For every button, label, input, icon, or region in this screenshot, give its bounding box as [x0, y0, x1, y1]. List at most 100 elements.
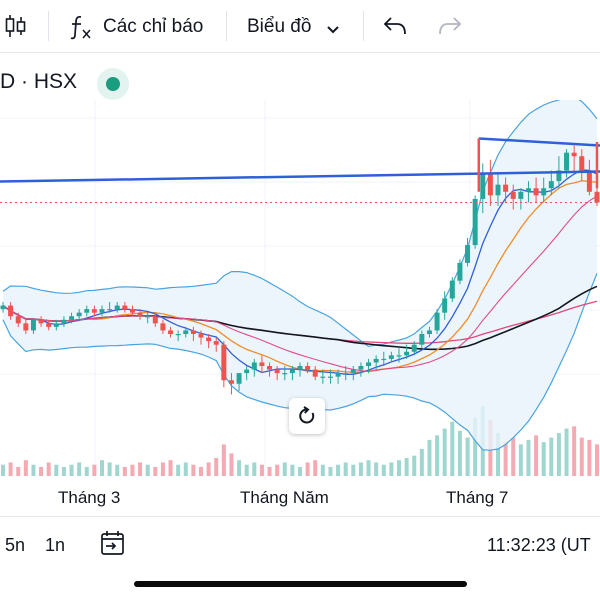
reset-chart-button[interactable] [289, 398, 325, 434]
candle-body [228, 380, 234, 384]
volume-bar [518, 444, 523, 476]
volume-bar [534, 435, 539, 476]
volume-bar [541, 442, 546, 476]
volume-bar [84, 466, 89, 476]
goto-date-button[interactable] [99, 529, 127, 562]
volume-bar [229, 453, 234, 476]
volume-bar [221, 444, 226, 476]
volume-bar [160, 462, 165, 476]
candle-body [175, 334, 181, 336]
fx-icon [68, 13, 94, 41]
volume-bar [305, 462, 310, 476]
volume-bar [366, 460, 371, 476]
candle-body [503, 184, 509, 192]
candle-body [472, 198, 478, 246]
candle-body [183, 330, 189, 334]
volume-bar [54, 464, 59, 476]
volume-bar [435, 435, 440, 476]
x-axis-label-july: Tháng 7 [446, 488, 509, 507]
toolbar-divider-line [0, 52, 600, 53]
volume-bar [107, 462, 112, 476]
volume-bar [587, 439, 592, 476]
clock-time-label[interactable]: 11:32:23 (UT [487, 535, 591, 555]
candle-body [168, 330, 174, 334]
volume-bar [419, 448, 424, 476]
bollinger-upper-line [2, 100, 598, 348]
candle-body [61, 319, 67, 324]
volume-bar [199, 466, 203, 476]
candle-body [53, 323, 59, 327]
volume-bar [343, 462, 348, 476]
candle-body [320, 376, 326, 378]
volume-bar [511, 437, 516, 476]
candle-body [525, 188, 531, 192]
volume-bar [267, 466, 272, 476]
volume-bar [153, 466, 158, 476]
volume-bar [176, 464, 181, 476]
candle-body [487, 174, 493, 196]
volume-bar [46, 462, 51, 476]
volume-bar [595, 444, 599, 476]
volume-bar [252, 462, 257, 476]
candle-body [107, 309, 113, 311]
volume-bar [450, 421, 455, 476]
resistance-trendline [478, 137, 600, 147]
rotate-icon [297, 406, 317, 431]
volume-bar [404, 457, 409, 476]
volume-bar [412, 455, 417, 476]
volume-bar [579, 437, 584, 476]
volume-bar [496, 433, 500, 476]
range-5d-button[interactable]: 5n [5, 535, 26, 555]
candle-body [38, 319, 44, 324]
candle-body [282, 373, 288, 375]
chart-type-dropdown[interactable]: Biểu đồ [247, 13, 342, 41]
candle-body [396, 355, 402, 357]
candle-body [350, 369, 356, 374]
volume-bar [381, 464, 386, 476]
candle-body [594, 191, 600, 203]
volume-bar [328, 466, 333, 476]
volume-bar [145, 464, 150, 476]
volume-bar [572, 426, 577, 476]
candle-body [206, 337, 212, 342]
candle-body [15, 316, 21, 324]
price-chart[interactable] [0, 100, 600, 480]
candle-body [457, 262, 463, 281]
candle-body [343, 373, 349, 375]
indicators-label: Các chỉ báo [103, 16, 204, 37]
volume-bar [191, 464, 196, 476]
candle-body [251, 362, 257, 370]
chart-type-label: Biểu đồ [247, 16, 312, 37]
candle-body [46, 323, 52, 327]
volume-bar [214, 457, 219, 476]
volume-bar [138, 462, 143, 476]
candle-body [114, 305, 120, 310]
range-1d-button[interactable]: 1n [45, 535, 66, 555]
candle-body [388, 355, 394, 359]
candle-body [244, 369, 250, 374]
volume-bar [122, 466, 127, 476]
candle-body [426, 330, 432, 334]
redo-icon[interactable] [437, 15, 463, 42]
volume-bar [358, 462, 363, 476]
candle-body [518, 191, 524, 199]
volume-bar [298, 466, 302, 476]
candle-body [23, 323, 29, 331]
symbol-label[interactable]: D · HSX [0, 70, 78, 93]
candle-body [533, 188, 539, 196]
candle-body [373, 358, 379, 363]
volume-bar [556, 433, 561, 476]
candle-body [411, 344, 417, 352]
market-status-dot [97, 68, 129, 100]
volume-bar [92, 464, 97, 476]
volume-bar [389, 462, 394, 476]
volume-bar [259, 464, 264, 476]
volume-bar [168, 460, 173, 476]
candles-icon[interactable] [4, 14, 26, 38]
candle-body [152, 316, 158, 324]
undo-icon[interactable] [382, 15, 408, 42]
candle-body [358, 366, 364, 370]
volume-bar [374, 462, 379, 476]
volume-bar [1, 464, 5, 476]
volume-bar [39, 466, 44, 476]
